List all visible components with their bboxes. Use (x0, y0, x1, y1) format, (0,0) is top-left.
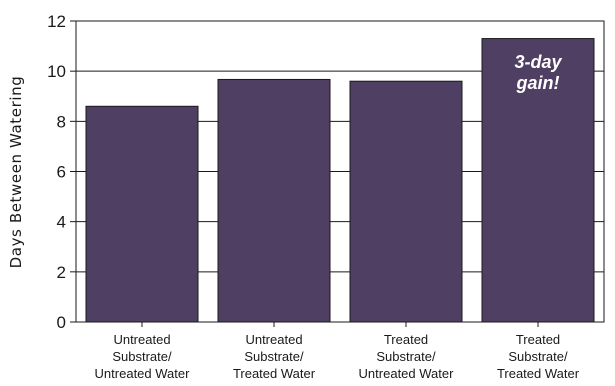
x-category-label: Treated (384, 332, 428, 347)
bar (217, 78, 331, 323)
x-category-label: Untreated (245, 332, 302, 347)
y-tick-label: 8 (57, 112, 66, 131)
x-category-label: Substrate/ (112, 349, 172, 364)
y-tick-label: 10 (47, 62, 66, 81)
bar (481, 38, 595, 323)
y-axis-label: Days Between Watering (7, 76, 25, 269)
x-category-label: Substrate/ (376, 349, 436, 364)
x-category-label: Untreated (113, 332, 170, 347)
plot-frame (75, 20, 605, 323)
x-category-label: Treated Water (497, 366, 580, 381)
y-tick-label: 0 (57, 313, 66, 332)
y-tick-label: 6 (57, 163, 66, 182)
y-tick-label: 12 (47, 12, 66, 31)
x-category-label: Treated Water (233, 366, 316, 381)
annotation-text: gain! (516, 73, 560, 93)
x-category-label: Substrate/ (508, 349, 568, 364)
x-category-label: Untreated Water (95, 366, 191, 381)
x-category-label: Treated (516, 332, 560, 347)
x-category-label: Untreated Water (359, 366, 455, 381)
bar (85, 105, 199, 323)
x-category-label: Substrate/ (244, 349, 304, 364)
y-tick-label: 4 (57, 213, 66, 232)
bar (349, 80, 463, 323)
y-tick-labels: 0 2 4 6 8 10 12 (47, 12, 66, 332)
x-category-labels: Untreated Substrate/Untreated Water Untrea… (95, 322, 580, 381)
annotation-text: 3-day (514, 52, 562, 72)
y-tick-label: 2 (57, 263, 66, 282)
bars (85, 38, 595, 323)
